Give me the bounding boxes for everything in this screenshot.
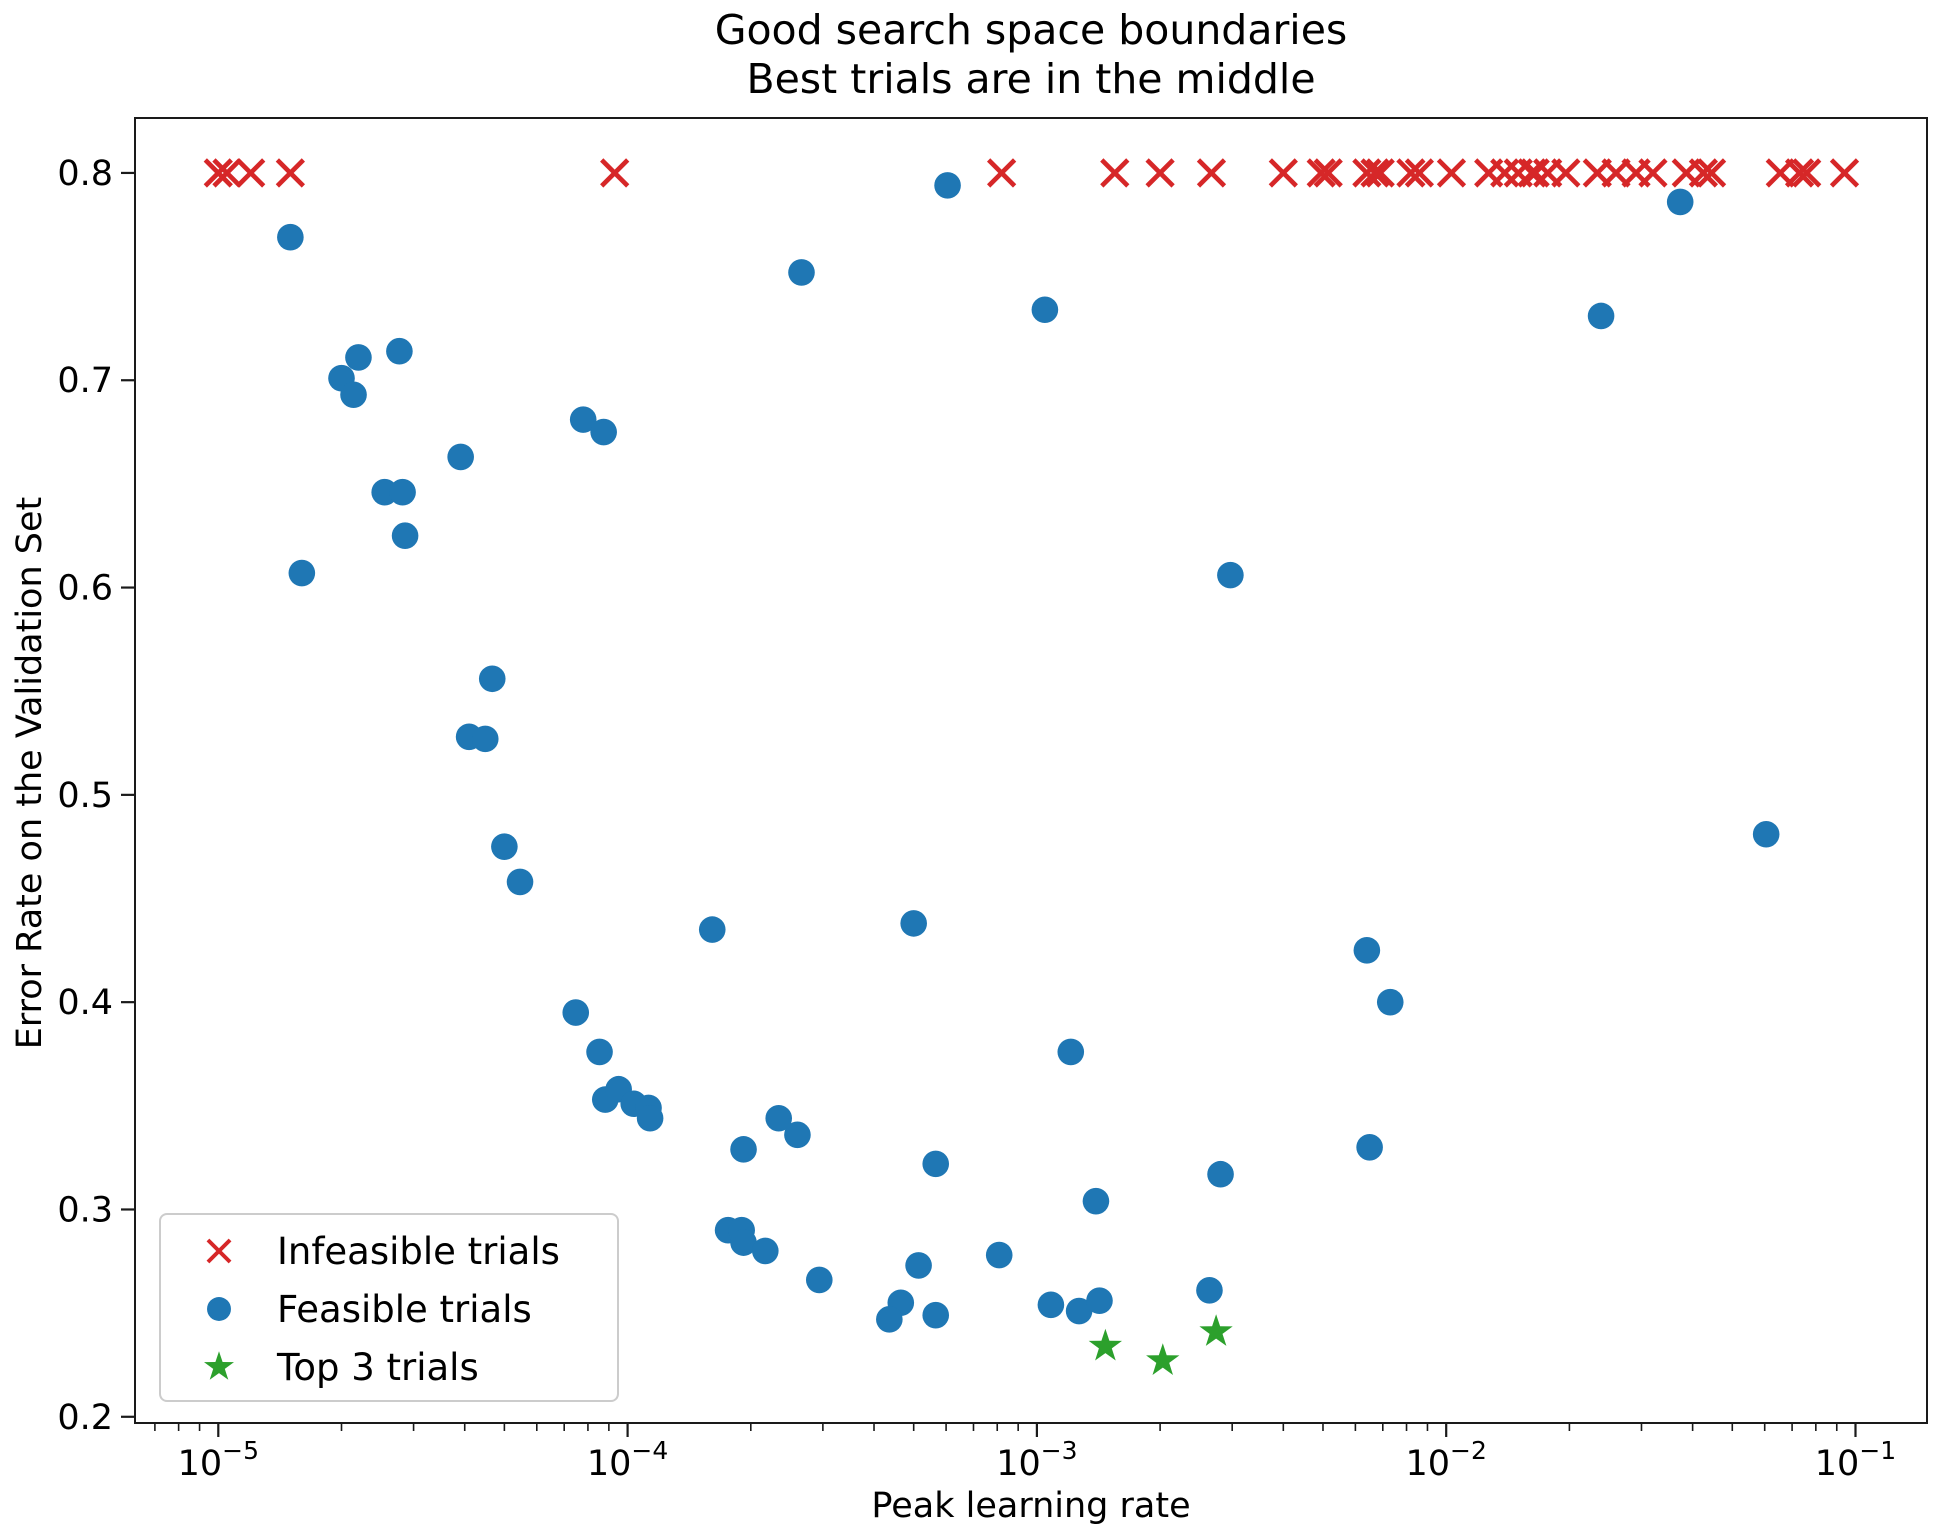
y-tick-label: 0.2 [57, 1398, 113, 1438]
legend: Infeasible trials Feasible trials Top 3 … [159, 1213, 619, 1402]
y-tick-label: 0.6 [57, 569, 113, 609]
top-3-trials-series [1088, 1314, 1233, 1375]
star-marker-icon [161, 1345, 277, 1389]
y-tick-label: 0.8 [57, 154, 113, 194]
dot-marker-icon [161, 1287, 277, 1331]
axis-ticks: 10−5 10−4 10−3 10−2 10−1 0.2 0.3 0.4 0.5 0.6 0.7 0.… [57, 154, 1896, 1484]
chart-title: Good search space boundaries Best trials… [135, 6, 1927, 104]
x-tick-label: 10−3 [996, 1436, 1077, 1484]
chart-title-line2: Best trials are in the middle [746, 55, 1316, 103]
legend-label: Top 3 trials [277, 1345, 479, 1389]
y-tick-label: 0.7 [57, 361, 113, 401]
feasible-trials-series [277, 172, 1780, 1333]
y-tick-label: 0.3 [57, 1190, 113, 1230]
x-tick-label: 10−5 [178, 1436, 259, 1484]
legend-item-feasible: Feasible trials [161, 1280, 617, 1338]
x-marker-icon [161, 1229, 277, 1273]
plot-frame [134, 117, 1928, 1424]
y-tick-label: 0.5 [57, 776, 113, 816]
y-tick-label: 0.4 [57, 983, 113, 1023]
x-tick-label: 10−1 [1815, 1436, 1896, 1484]
x-axis-label: Peak learning rate [871, 1486, 1191, 1526]
x-tick-label: 10−4 [587, 1436, 668, 1484]
x-tick-label: 10−2 [1405, 1436, 1486, 1484]
infeasible-trials-series [203, 158, 1860, 188]
chart-title-line1: Good search space boundaries [714, 6, 1348, 54]
legend-item-infeasible: Infeasible trials [161, 1222, 617, 1280]
legend-label: Infeasible trials [277, 1229, 560, 1273]
legend-item-top3: Top 3 trials [161, 1338, 617, 1396]
legend-label: Feasible trials [277, 1287, 532, 1331]
y-axis-label: Error Rate on the Validation Set [10, 496, 50, 1050]
